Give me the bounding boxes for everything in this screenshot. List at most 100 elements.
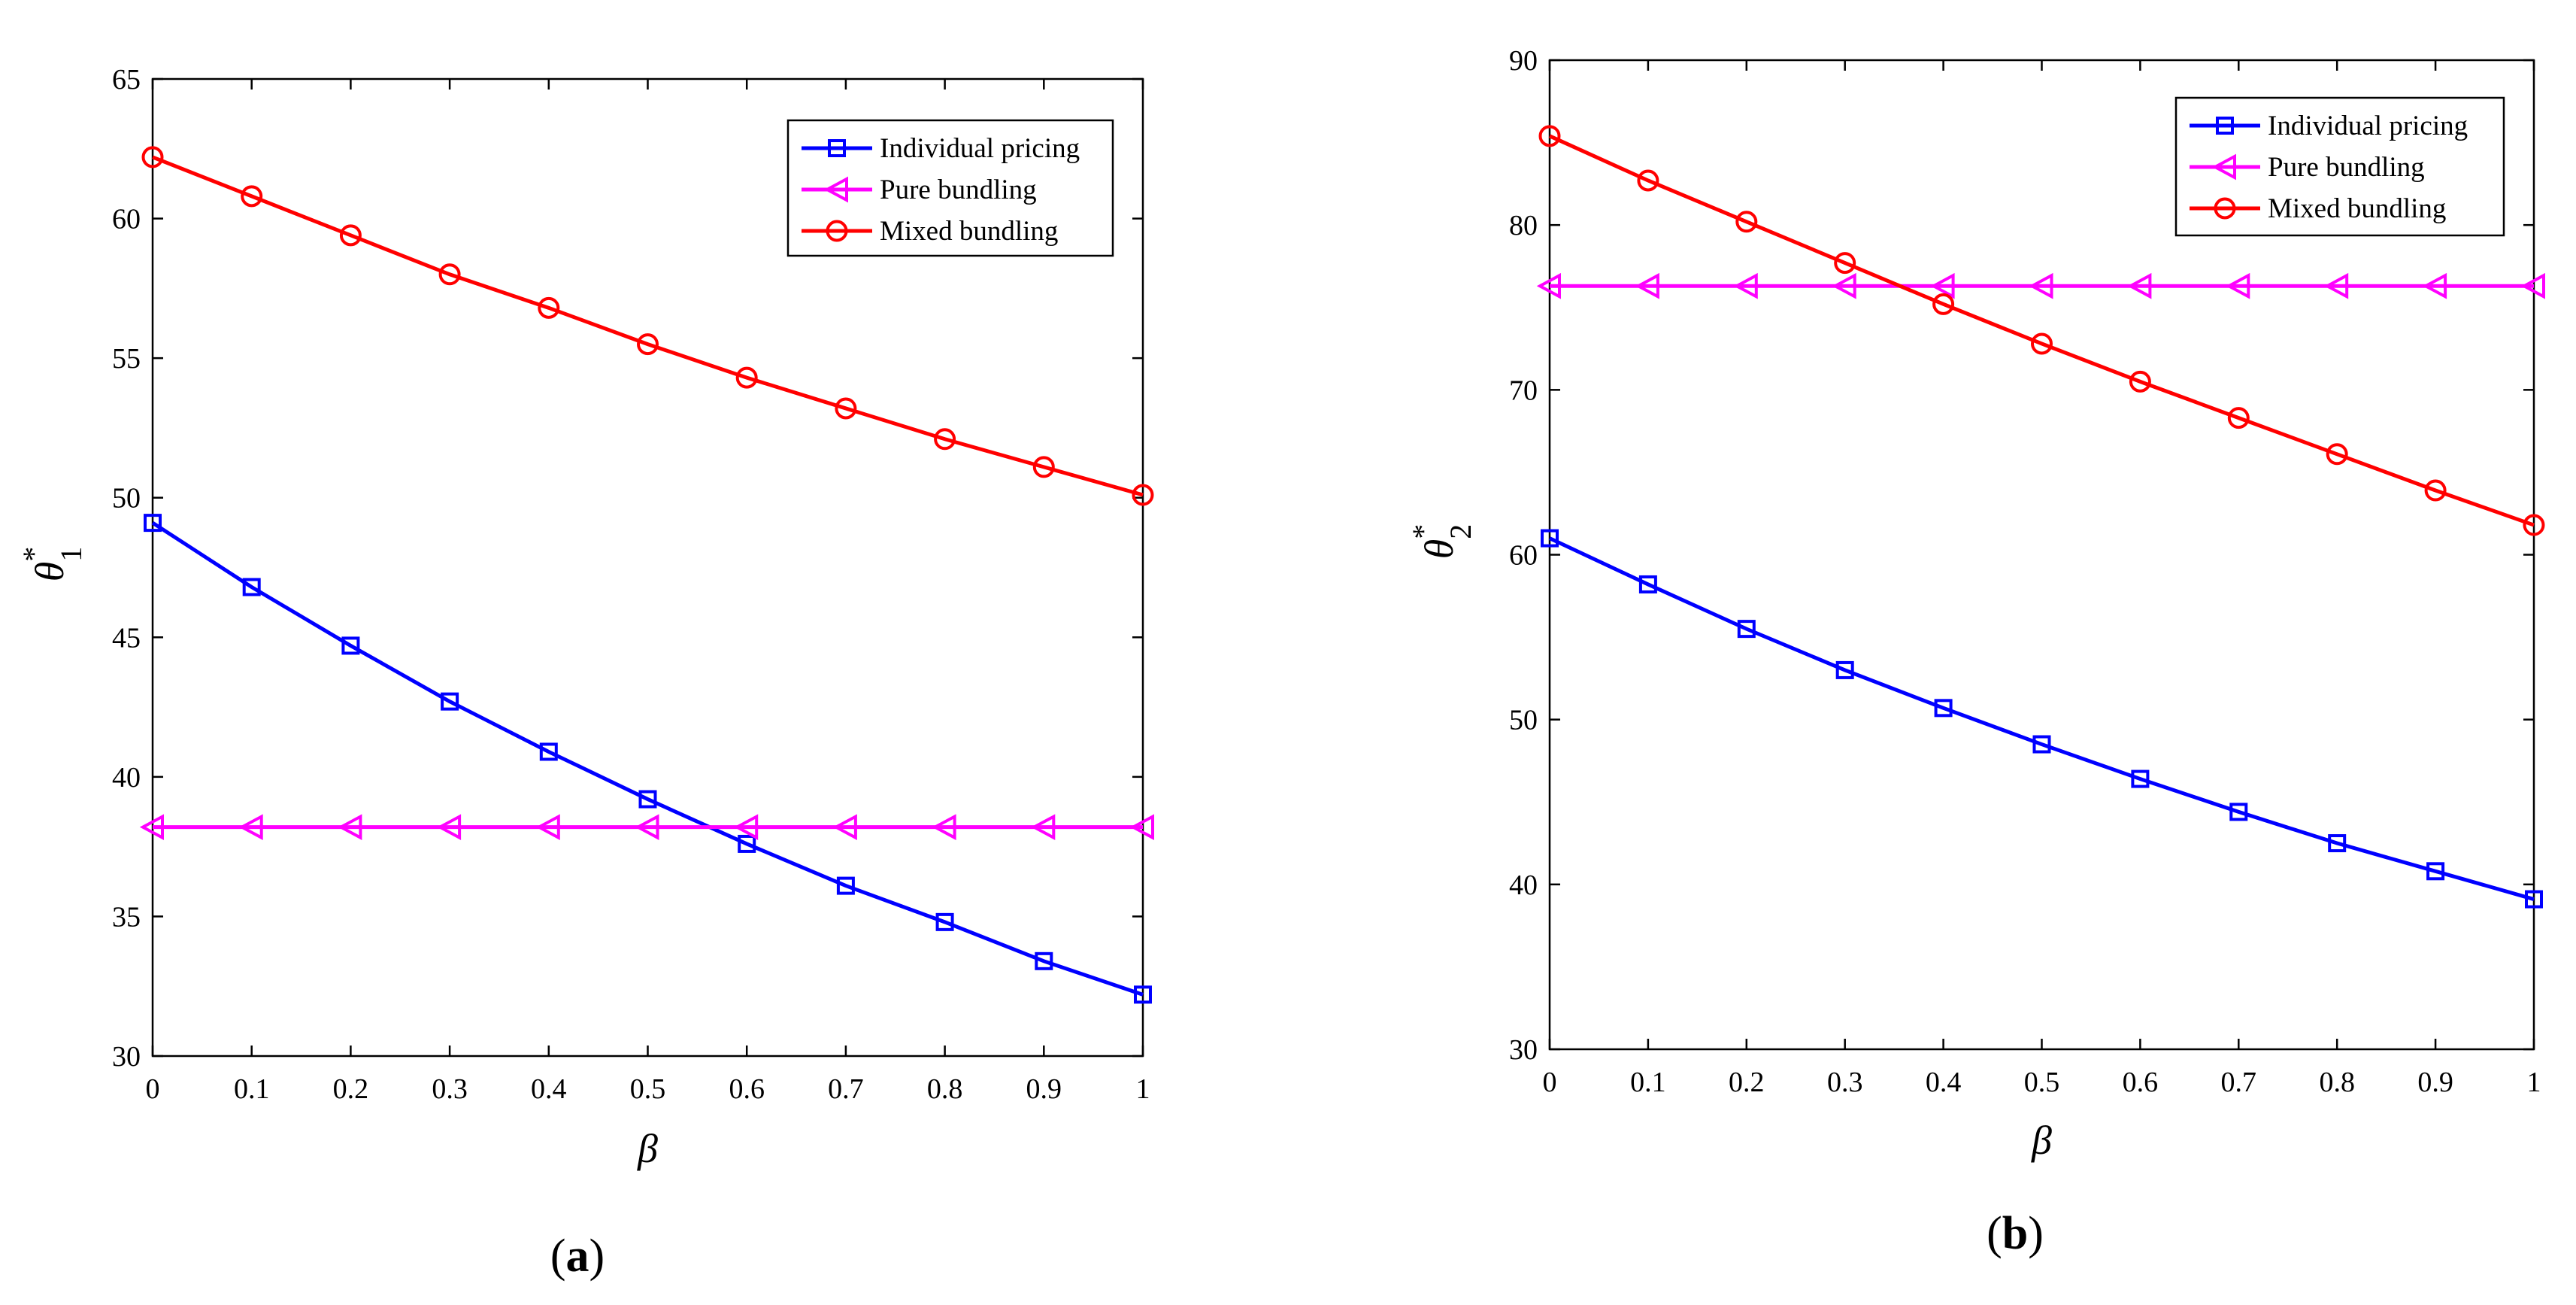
data-point-marker [1132, 484, 1154, 506]
x-tick-label: 0.1 [234, 1073, 270, 1105]
legend-swatch-marker [826, 220, 848, 242]
y-axis-label-subscript: 2 [1444, 524, 1477, 539]
data-point-marker [2326, 443, 2348, 466]
data-point-marker [836, 876, 855, 895]
y-tick-label: 60 [1509, 540, 1538, 572]
chart-panel-b: 0 0.1 0.2 0.3 0.4 0.5 0.6 0.7 0.8 0.9 1 30 40 50 60 70 8… [1406, 45, 2545, 1259]
data-point-marker [635, 814, 659, 841]
legend-swatch-marker [823, 176, 848, 203]
data-point-marker [1834, 252, 1856, 275]
x-tick-label: 1 [1136, 1073, 1150, 1105]
x-tick-label: 0.8 [927, 1073, 963, 1105]
caption-close-paren: ) [2028, 1208, 2044, 1259]
data-point-marker [2525, 890, 2543, 909]
legend-swatch-marker [2211, 153, 2236, 181]
data-point-marker [539, 742, 558, 761]
data-point-marker [1538, 125, 1561, 147]
legend-swatch-marker [2216, 117, 2234, 135]
caption-open-paren: ( [550, 1231, 566, 1282]
x-tick-label: 0.9 [2417, 1067, 2453, 1098]
x-tick-label: 0 [1543, 1067, 1557, 1098]
data-point-marker [2229, 803, 2248, 821]
data-point-marker [935, 912, 954, 931]
y-tick-label: 30 [1509, 1034, 1538, 1066]
data-point-marker [2323, 272, 2349, 299]
data-point-marker [2328, 834, 2347, 853]
data-point-marker [1832, 272, 1856, 299]
x-tick-label: 0.1 [1630, 1067, 1666, 1098]
y-tick-label: 60 [112, 204, 141, 235]
series-line [151, 521, 1144, 997]
data-point-marker [2422, 272, 2447, 299]
data-point-marker [1735, 211, 1758, 233]
data-point-marker [2131, 769, 2150, 788]
y-tick-label: 40 [1509, 869, 1538, 901]
legend-entry-label: Individual pricing [2268, 111, 2468, 141]
data-point-marker [1930, 272, 1955, 299]
series-line [1548, 536, 2535, 901]
series-pure-bundling [139, 814, 1154, 841]
data-point-marker [832, 814, 857, 841]
x-tick-label: 0.6 [729, 1073, 765, 1105]
legend-swatch-marker [2214, 197, 2236, 220]
y-tick-label: 30 [112, 1041, 141, 1073]
data-point-marker [2127, 272, 2152, 299]
x-tick-label: 0.9 [1026, 1073, 1062, 1105]
data-point-marker [1035, 951, 1053, 970]
data-point-marker [2031, 332, 2053, 355]
data-point-marker [2032, 735, 2051, 754]
x-tick-label: 0.5 [630, 1073, 666, 1105]
series-individual-pricing [1541, 529, 2543, 909]
data-point-marker [2424, 479, 2447, 502]
data-point-marker [241, 185, 263, 208]
data-point-marker [1932, 293, 1955, 315]
legend-entry-label: Pure bundling [2268, 152, 2425, 183]
data-point-marker [1134, 985, 1152, 1004]
series-line [1548, 134, 2535, 527]
y-tick-label: 40 [112, 762, 141, 794]
x-tick-label: 1 [2527, 1067, 2541, 1098]
data-point-marker [1638, 575, 1657, 593]
data-point-marker [2520, 272, 2545, 299]
data-point-marker [436, 814, 462, 841]
y-tick-label: 50 [112, 483, 141, 514]
data-point-marker [339, 224, 362, 247]
data-point-marker [934, 428, 956, 451]
legend-entry-label: Pure bundling [880, 175, 1037, 205]
data-point-marker [441, 692, 459, 711]
data-point-marker [835, 397, 857, 420]
data-point-marker [1031, 814, 1056, 841]
y-tick-label: 55 [112, 343, 141, 375]
data-point-marker [735, 366, 758, 389]
legend-entry-label: Individual pricing [880, 133, 1080, 164]
x-tick-label: 0.3 [432, 1073, 468, 1105]
legend-entry-label: Mixed bundling [880, 216, 1058, 247]
data-point-marker [2227, 407, 2250, 429]
y-tick-label: 65 [112, 64, 141, 96]
x-tick-label: 0.6 [2123, 1067, 2159, 1098]
y-tick-label: 70 [1509, 375, 1538, 406]
data-point-marker [2523, 514, 2545, 536]
chart-panel-a: 0 0.1 0.2 0.3 0.4 0.5 0.6 0.7 0.8 0.9 1 30 35 40 45 50 5… [17, 64, 1154, 1282]
data-point-marker [1129, 814, 1154, 841]
data-point-marker [238, 814, 263, 841]
data-point-marker [1637, 169, 1659, 192]
data-point-marker [438, 263, 461, 286]
data-point-marker [1635, 272, 1659, 299]
data-point-marker [1536, 272, 1561, 299]
legend: Individual pricing Pure bundling Mixed bun… [2174, 96, 2505, 237]
caption-letter: b [2002, 1208, 2028, 1259]
y-axis-label: θ* 2 [1406, 524, 1477, 560]
y-axis-label-symbol: θ [1417, 539, 1462, 560]
y-axis-label: θ* 1 [17, 547, 88, 582]
series-line [152, 155, 1144, 497]
y-tick-label: 90 [1509, 45, 1538, 77]
data-point-marker [535, 814, 560, 841]
data-point-marker [338, 814, 362, 841]
data-point-marker [1835, 660, 1854, 679]
data-point-marker [738, 834, 756, 853]
legend-swatch-marker [828, 139, 846, 157]
data-point-marker [2029, 272, 2053, 299]
x-tick-label: 0.2 [333, 1073, 369, 1105]
data-point-marker [144, 514, 162, 533]
